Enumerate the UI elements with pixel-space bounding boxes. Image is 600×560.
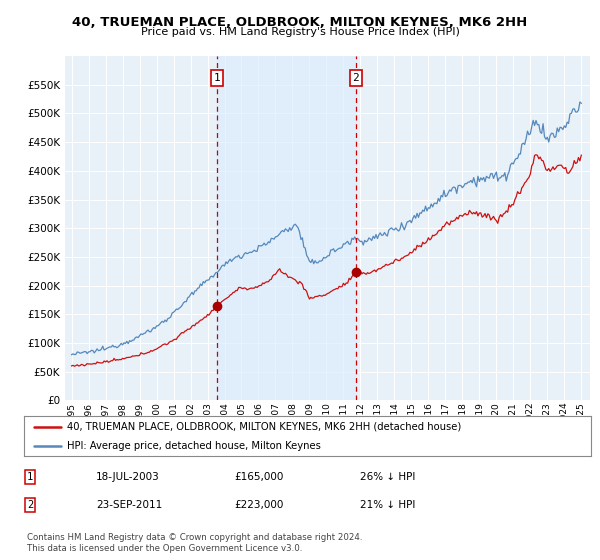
Text: HPI: Average price, detached house, Milton Keynes: HPI: Average price, detached house, Milt… (67, 441, 320, 450)
Text: 26% ↓ HPI: 26% ↓ HPI (360, 472, 415, 482)
Text: 18-JUL-2003: 18-JUL-2003 (96, 472, 160, 482)
Text: Price paid vs. HM Land Registry's House Price Index (HPI): Price paid vs. HM Land Registry's House … (140, 27, 460, 38)
Text: 23-SEP-2011: 23-SEP-2011 (96, 500, 162, 510)
Text: Contains HM Land Registry data © Crown copyright and database right 2024.
This d: Contains HM Land Registry data © Crown c… (27, 534, 362, 553)
Text: £223,000: £223,000 (234, 500, 283, 510)
Bar (217, 56, 356, 400)
Text: 1: 1 (214, 73, 220, 83)
Text: 40, TRUEMAN PLACE, OLDBROOK, MILTON KEYNES, MK6 2HH (detached house): 40, TRUEMAN PLACE, OLDBROOK, MILTON KEYN… (67, 422, 461, 432)
Text: 21% ↓ HPI: 21% ↓ HPI (360, 500, 415, 510)
Text: 40, TRUEMAN PLACE, OLDBROOK, MILTON KEYNES, MK6 2HH: 40, TRUEMAN PLACE, OLDBROOK, MILTON KEYN… (73, 16, 527, 29)
Text: £165,000: £165,000 (234, 472, 283, 482)
Text: 1: 1 (27, 472, 33, 482)
Text: 2: 2 (27, 500, 33, 510)
Text: 2: 2 (352, 73, 359, 83)
